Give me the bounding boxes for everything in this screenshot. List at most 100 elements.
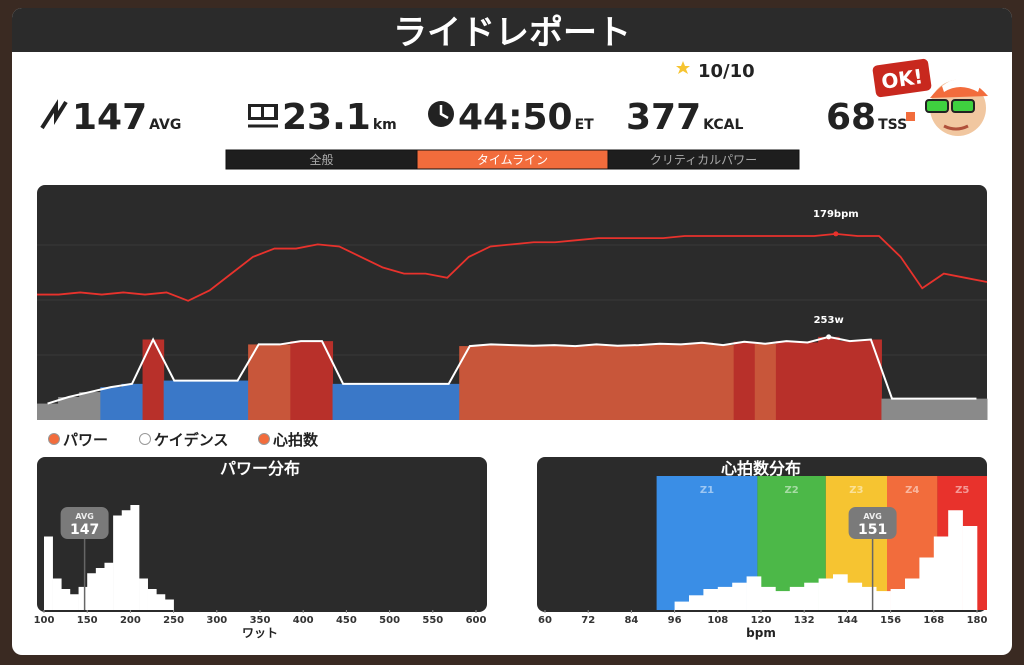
histogram-bar: [933, 536, 949, 610]
stat-unit: ET: [575, 117, 595, 133]
histogram-bar: [147, 589, 157, 610]
x-tick-label: 156: [880, 615, 901, 626]
power-icon: [40, 99, 68, 130]
power-bar: [269, 344, 291, 420]
x-tick-label: 132: [794, 615, 815, 626]
avg-label: 151: [858, 522, 887, 538]
x-tick-label: 600: [466, 615, 487, 626]
histogram-bar: [95, 568, 105, 610]
x-tick-label: 60: [538, 615, 552, 626]
histogram-bar: [87, 573, 97, 610]
x-tick-label: 250: [163, 615, 184, 626]
power-bar: [818, 336, 840, 420]
power-bar: [142, 339, 165, 420]
power-line: [47, 335, 977, 405]
histogram-bar: [789, 586, 805, 610]
x-tick-label: 72: [581, 615, 595, 626]
badge: OK!: [872, 58, 932, 98]
power-bar: [691, 342, 714, 420]
legend-label: ケイデンス: [154, 431, 228, 449]
power-bar: [374, 383, 397, 420]
power-bar: [712, 345, 735, 420]
power-bar: [902, 398, 925, 420]
header-bar: [12, 8, 1012, 52]
rating: 10/10: [698, 61, 755, 82]
power-bar: [311, 341, 334, 420]
histogram-bar: [818, 578, 834, 610]
star-icon: [676, 61, 690, 74]
power-bar: [881, 398, 904, 420]
stat-unit: KCAL: [703, 117, 743, 133]
power-peak-label: 253w: [814, 315, 844, 326]
histogram-bar: [104, 562, 114, 610]
x-axis-label: bpm: [746, 626, 776, 640]
zone-label: Z2: [784, 485, 798, 496]
histogram-bar: [761, 586, 776, 610]
heart-rate-line: [37, 233, 988, 302]
histogram-bar: [804, 582, 819, 610]
power-bar: [501, 345, 524, 420]
hr-peak-label: 179bpm: [813, 209, 859, 220]
legend-dot: [48, 433, 60, 445]
clock-icon: [428, 101, 454, 127]
histogram-bar: [732, 582, 747, 610]
histogram-bar: [78, 586, 88, 610]
histogram-bar: [861, 586, 877, 610]
legend-dot: [139, 433, 151, 445]
power-bar: [121, 383, 144, 420]
stat: 23.1 km: [282, 97, 397, 138]
power-bar: [775, 341, 798, 420]
power-peak: [826, 334, 832, 340]
stat-value: 44:50: [458, 97, 573, 138]
stat-unit: AVG: [149, 117, 181, 133]
stat: 147 AVG: [72, 97, 181, 138]
histogram-bar: [890, 589, 906, 610]
badge-text: OK!: [880, 64, 925, 94]
tab-label: 全般: [309, 152, 333, 167]
x-tick-label: 100: [34, 615, 55, 626]
power-bar: [417, 383, 439, 420]
stat-value: 23.1: [282, 97, 371, 138]
power-bar: [628, 345, 650, 420]
histogram-bar: [130, 505, 140, 610]
x-tick-label: 200: [120, 615, 141, 626]
legend-label: パワー: [63, 431, 108, 449]
power-bar: [58, 397, 80, 420]
power-bar: [332, 383, 355, 420]
x-tick-label: 550: [422, 615, 443, 626]
x-tick-label: 84: [624, 615, 638, 626]
x-tick-label: 168: [923, 615, 944, 626]
zone-label: Z3: [849, 485, 863, 496]
tab-label: クリティカルパワー: [650, 153, 757, 167]
power-bar: [395, 383, 418, 420]
stat-value: 377: [626, 97, 701, 138]
histogram-bar: [164, 599, 174, 610]
histogram-bar: [121, 510, 131, 610]
avg-bubble: [848, 507, 897, 539]
power-bar: [290, 341, 312, 420]
zone-label: Z1: [700, 485, 714, 496]
histogram-bar: [775, 591, 791, 610]
histogram-bar: [717, 586, 733, 610]
histogram-bar: [847, 582, 863, 610]
legend-label: 心拍数: [273, 431, 319, 449]
power-bar: [754, 343, 777, 420]
power-bar: [607, 345, 629, 420]
tab[interactable]: [607, 149, 800, 170]
power-bar: [564, 346, 587, 420]
power-bar: [227, 380, 249, 420]
power-bar: [37, 403, 59, 420]
power-bar: [163, 380, 186, 420]
power-bar: [797, 342, 819, 420]
stat-value: 147: [72, 97, 147, 138]
histogram-bar: [139, 578, 148, 610]
x-tick-label: 96: [668, 615, 682, 626]
histogram-bar: [113, 515, 123, 610]
histogram-bar: [833, 574, 848, 610]
power-bar: [839, 341, 861, 420]
power-bar: [965, 398, 988, 420]
stat: 44:50 ET: [458, 97, 594, 138]
power-bar: [459, 346, 481, 420]
x-tick-label: 400: [293, 615, 314, 626]
